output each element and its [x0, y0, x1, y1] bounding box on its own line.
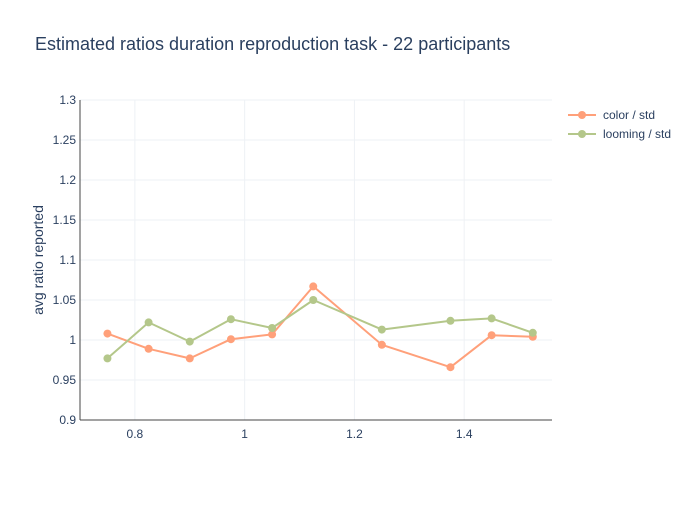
data-point[interactable]	[309, 296, 318, 304]
series-line	[106, 299, 534, 360]
data-point[interactable]	[103, 329, 112, 338]
x-tick-label: 1.2	[346, 427, 363, 441]
legend: color / std looming / std	[568, 108, 671, 141]
data-point[interactable]	[144, 344, 153, 353]
y-tick-labels: 0.9 0.95 1 1.05 1.1 1.15 1.2 1.25 1.3	[53, 93, 77, 427]
legend-label: color / std	[603, 108, 655, 122]
y-tick-label: 1.2	[59, 173, 76, 187]
data-point[interactable]	[309, 282, 318, 291]
x-tick-label: 0.8	[127, 427, 144, 441]
y-tick-label: 1	[69, 333, 76, 347]
data-point[interactable]	[226, 315, 235, 324]
legend-item[interactable]: color / std	[568, 108, 655, 122]
data-point[interactable]	[185, 354, 194, 363]
legend-marker-icon	[578, 111, 586, 119]
y-tick-label: 1.3	[59, 93, 76, 107]
data-point[interactable]	[446, 363, 455, 372]
x-tick-label: 1.4	[456, 427, 473, 441]
data-point[interactable]	[268, 324, 277, 332]
data-point[interactable]	[144, 318, 153, 327]
legend-label: looming / std	[603, 127, 671, 141]
chart-title: Estimated ratios duration reproduction t…	[35, 34, 510, 54]
x-tick-label: 1	[241, 427, 248, 441]
data-point[interactable]	[528, 328, 537, 337]
y-axis-title: avg ratio reported	[30, 205, 46, 315]
x-tick-labels: 0.8 1 1.2 1.4	[127, 427, 473, 441]
data-point[interactable]	[487, 331, 496, 340]
legend-marker-icon	[578, 130, 586, 138]
y-tick-label: 0.95	[53, 373, 77, 387]
series-line	[107, 285, 533, 369]
data-point[interactable]	[268, 330, 277, 339]
data-point[interactable]	[487, 314, 496, 323]
data-point[interactable]	[185, 337, 194, 346]
y-tick-label: 1.1	[59, 253, 76, 267]
y-tick-label: 1.25	[53, 133, 77, 147]
legend-item[interactable]: looming / std	[568, 127, 671, 141]
data-point[interactable]	[226, 335, 235, 344]
y-tick-label: 1.15	[53, 213, 77, 227]
data-point[interactable]	[377, 340, 386, 349]
y-tick-label: 0.9	[59, 413, 76, 427]
data-point[interactable]	[377, 325, 386, 334]
series-group	[103, 282, 537, 372]
series-1	[103, 282, 537, 372]
y-tick-label: 1.05	[53, 293, 77, 307]
series-2	[103, 296, 537, 363]
data-point[interactable]	[103, 354, 112, 363]
data-point[interactable]	[446, 316, 455, 325]
axes	[79, 100, 552, 421]
gridlines	[80, 99, 552, 420]
